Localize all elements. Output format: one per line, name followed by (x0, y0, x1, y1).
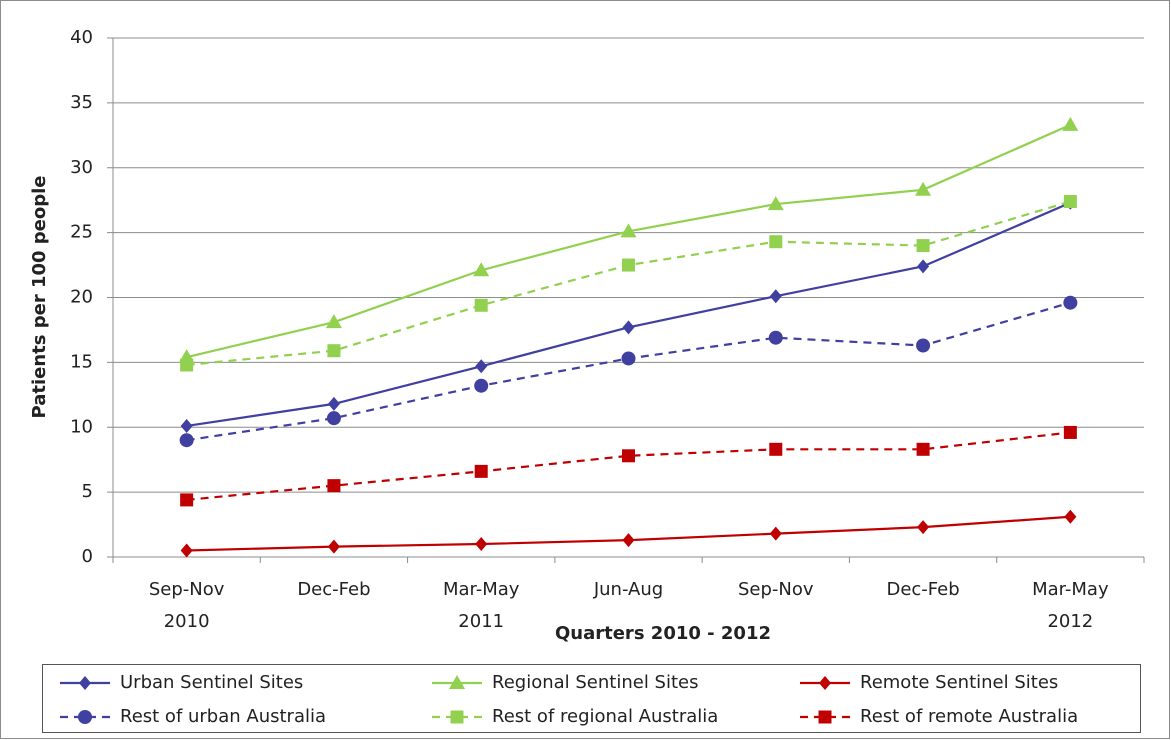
legend-label: Regional Sentinel Sites (492, 672, 698, 693)
marker (327, 479, 341, 493)
marker (1063, 425, 1077, 439)
marker (917, 520, 930, 535)
legend-box (42, 664, 1141, 733)
y-tick-label: 15 (70, 351, 93, 372)
marker (179, 433, 194, 448)
x-axis-title: Quarters 2010 - 2012 (555, 623, 771, 644)
legend-label: Rest of remote Australia (860, 706, 1078, 727)
y-tick-label: 35 (70, 92, 93, 113)
x-tick-label: Sep-Nov 2010 (149, 579, 225, 632)
marker (819, 676, 831, 690)
legend-label: Urban Sentinel Sites (120, 672, 303, 693)
marker (474, 298, 488, 312)
y-axis-title: Patients per 100 people (29, 175, 50, 418)
marker (916, 239, 930, 253)
y-tick-label: 40 (70, 27, 93, 48)
marker (325, 314, 342, 329)
marker (622, 258, 635, 272)
y-tick-label: 5 (82, 481, 93, 502)
x-tick-label: Mar-May 2012 (1032, 579, 1109, 632)
marker (474, 378, 489, 393)
y-tick-label: 25 (70, 222, 93, 243)
x-tick-label: Jun-Aug (593, 579, 663, 600)
legend-label: Remote Sentinel Sites (860, 672, 1058, 693)
x-tick-label: Mar-May 2011 (443, 579, 520, 632)
legend-item: Rest of regional Australia (432, 706, 718, 727)
marker (450, 710, 464, 724)
x-tick-label: Sep-Nov (738, 579, 814, 600)
x-tick-label: Dec-Feb (886, 579, 959, 600)
marker (769, 289, 782, 304)
y-tick-label: 20 (70, 287, 93, 308)
marker (620, 223, 637, 238)
marker (622, 533, 635, 548)
marker (180, 418, 193, 433)
marker (327, 539, 340, 554)
marker (769, 442, 783, 456)
legend-item: Urban Sentinel Sites (60, 672, 303, 693)
marker (917, 259, 930, 274)
marker (180, 543, 193, 558)
y-tick-label: 10 (70, 416, 93, 437)
legend-item: Remote Sentinel Sites (800, 672, 1058, 693)
legend-item: Rest of urban Australia (60, 706, 326, 727)
marker (1064, 509, 1077, 524)
marker (327, 396, 340, 411)
marker (767, 196, 784, 211)
marker (1063, 295, 1078, 310)
y-tick-label: 0 (82, 546, 93, 567)
legend-label: Rest of regional Australia (492, 706, 718, 727)
marker (180, 358, 194, 372)
marker (1062, 116, 1079, 131)
marker (475, 359, 488, 374)
marker (78, 710, 92, 724)
legend-item: Regional Sentinel Sites (432, 672, 698, 693)
marker (473, 262, 490, 277)
marker (180, 493, 194, 507)
marker (916, 442, 930, 456)
marker (916, 338, 931, 353)
marker (326, 411, 341, 426)
marker (915, 181, 932, 196)
marker (474, 464, 488, 478)
legend-item: Rest of remote Australia (800, 706, 1078, 727)
marker (1063, 194, 1077, 208)
x-tick-label: Dec-Feb (297, 579, 370, 600)
marker (79, 676, 91, 690)
marker (475, 537, 488, 552)
marker (449, 675, 465, 689)
marker (769, 235, 783, 249)
marker (768, 330, 783, 345)
marker (622, 449, 635, 463)
marker (818, 710, 832, 724)
legend-label: Rest of urban Australia (120, 706, 326, 727)
y-tick-label: 30 (70, 157, 93, 178)
marker (769, 526, 782, 541)
marker (621, 351, 636, 366)
marker (622, 320, 635, 335)
marker (327, 344, 341, 358)
